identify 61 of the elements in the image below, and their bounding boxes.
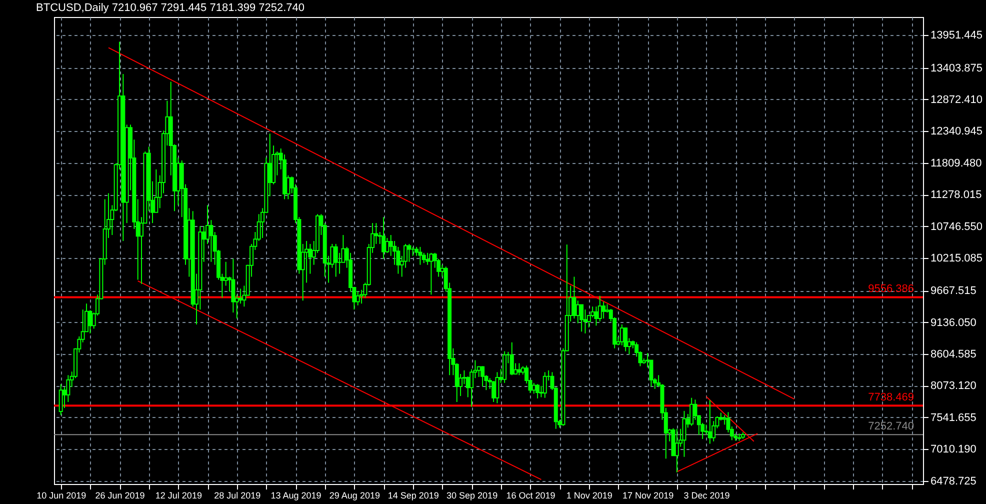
x-tick-label: 26 Jun 2019 xyxy=(95,490,145,500)
x-tick-label: 1 Nov 2019 xyxy=(566,490,612,500)
candlestick xyxy=(674,428,679,473)
candlestick xyxy=(209,220,214,262)
x-tick-label: 3 Dec 2019 xyxy=(684,490,730,500)
candlestick xyxy=(517,362,522,376)
y-tick-label: 12872.410 xyxy=(930,94,982,106)
candlestick xyxy=(624,326,628,352)
ref-line-label: 9556.386 xyxy=(868,283,914,296)
y-tick-label: 9667.515 xyxy=(930,285,976,298)
chart-title: BTCUSD,Daily 7210.967 7291.445 7181.399 7252.740 xyxy=(36,2,305,14)
x-tick-label: 10 Jun 2019 xyxy=(36,490,86,500)
y-tick-label: 9136.050 xyxy=(930,316,976,329)
candlestick xyxy=(385,237,390,254)
candlestick xyxy=(690,397,694,426)
candlestick xyxy=(620,324,624,346)
candlestick xyxy=(598,295,602,322)
candlestick xyxy=(580,304,584,332)
candlestick xyxy=(429,252,434,296)
y-tick-label: 13403.875 xyxy=(930,62,982,74)
candlestick xyxy=(682,410,686,458)
x-tick-label: 14 Sep 2019 xyxy=(388,490,439,500)
candlestick xyxy=(382,216,386,260)
y-tick-label: 13951.445 xyxy=(930,30,982,42)
candlestick xyxy=(58,384,63,416)
candlestick xyxy=(480,366,485,387)
candlestick xyxy=(356,290,360,306)
y-tick-label: 11809.480 xyxy=(930,157,982,170)
candlestick xyxy=(594,306,598,326)
y-tick-label: 6478.725 xyxy=(930,475,976,488)
y-tick-label: 8073.120 xyxy=(930,380,976,392)
candlestick xyxy=(238,288,243,304)
candlestick xyxy=(334,243,338,278)
candlestick xyxy=(536,384,540,399)
y-tick-label: 11278.015 xyxy=(930,189,982,202)
candlestick xyxy=(495,372,500,404)
y-tick-label: 12340.945 xyxy=(930,126,982,138)
x-tick-label: 13 Aug 2019 xyxy=(270,490,322,500)
x-tick-label: 12 Jul 2019 xyxy=(155,490,202,500)
candlestick xyxy=(510,342,514,376)
candlestick xyxy=(590,306,595,318)
candlestick xyxy=(418,246,422,266)
candlestick xyxy=(88,310,92,334)
candlestick xyxy=(374,222,378,244)
y-tick-label: 7010.190 xyxy=(930,444,976,456)
y-tick-label: 10215.085 xyxy=(930,252,982,264)
x-tick-label: 30 Sep 2019 xyxy=(446,490,498,500)
candlestick xyxy=(602,301,606,319)
x-tick-label: 16 Oct 2019 xyxy=(506,490,556,500)
x-tick-label: 17 Nov 2019 xyxy=(622,490,674,500)
ref-line-label: 7252.740 xyxy=(868,420,914,433)
candlestick xyxy=(492,380,496,402)
candlestick xyxy=(542,372,547,398)
x-tick-label: 28 Jul 2019 xyxy=(214,490,261,500)
ref-line-label: 7738.469 xyxy=(868,392,914,404)
y-tick-label: 10746.550 xyxy=(930,220,982,233)
x-tick-label: 29 Aug 2019 xyxy=(329,490,380,500)
candlestick xyxy=(708,400,712,444)
y-tick-label: 7541.655 xyxy=(930,412,976,424)
y-tick-label: 8604.585 xyxy=(930,348,976,361)
candlestick xyxy=(407,243,412,262)
